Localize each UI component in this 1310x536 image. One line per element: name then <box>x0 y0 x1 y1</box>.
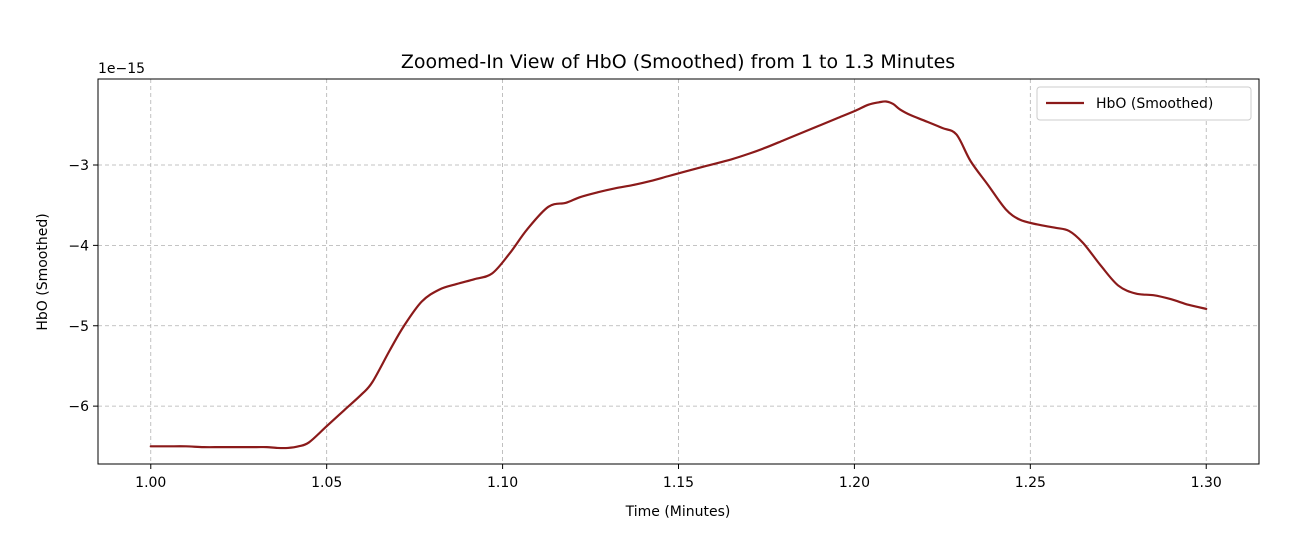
chart-title: Zoomed-In View of HbO (Smoothed) from 1 … <box>401 51 955 73</box>
x-tick-label: 1.20 <box>839 475 870 491</box>
legend-box <box>1036 86 1252 121</box>
legend-label-hbo-smoothed: HbO (Smoothed) <box>1096 96 1213 112</box>
x-tick-label: 1.10 <box>487 475 518 491</box>
ticks-layer: 1.00 1.05 1.10 1.15 1.20 1.25 1.30 −6 −5 −4 −3 <box>68 158 1221 491</box>
x-tick-label: 1.30 <box>1191 475 1222 491</box>
y-axis-title: HbO (Smoothed) <box>35 213 51 330</box>
y-tick-label: −6 <box>68 399 89 415</box>
legend: HbO (Smoothed) <box>1036 86 1252 121</box>
x-tick-label: 1.25 <box>1015 475 1046 491</box>
series-layer <box>149 100 1208 450</box>
x-tick-label: 1.05 <box>311 475 342 491</box>
x-axis-title: Time (Minutes) <box>625 504 731 520</box>
grid-layer <box>98 79 1259 464</box>
x-tick-label: 1.00 <box>135 475 166 491</box>
x-tick-label: 1.15 <box>663 475 694 491</box>
y-tick-label: −5 <box>68 319 89 335</box>
y-tick-label: −4 <box>68 238 89 254</box>
y-offset-label: 1e−15 <box>98 61 145 77</box>
y-tick-label: −3 <box>68 158 89 174</box>
series-line-hbo-smoothed <box>149 100 1208 450</box>
